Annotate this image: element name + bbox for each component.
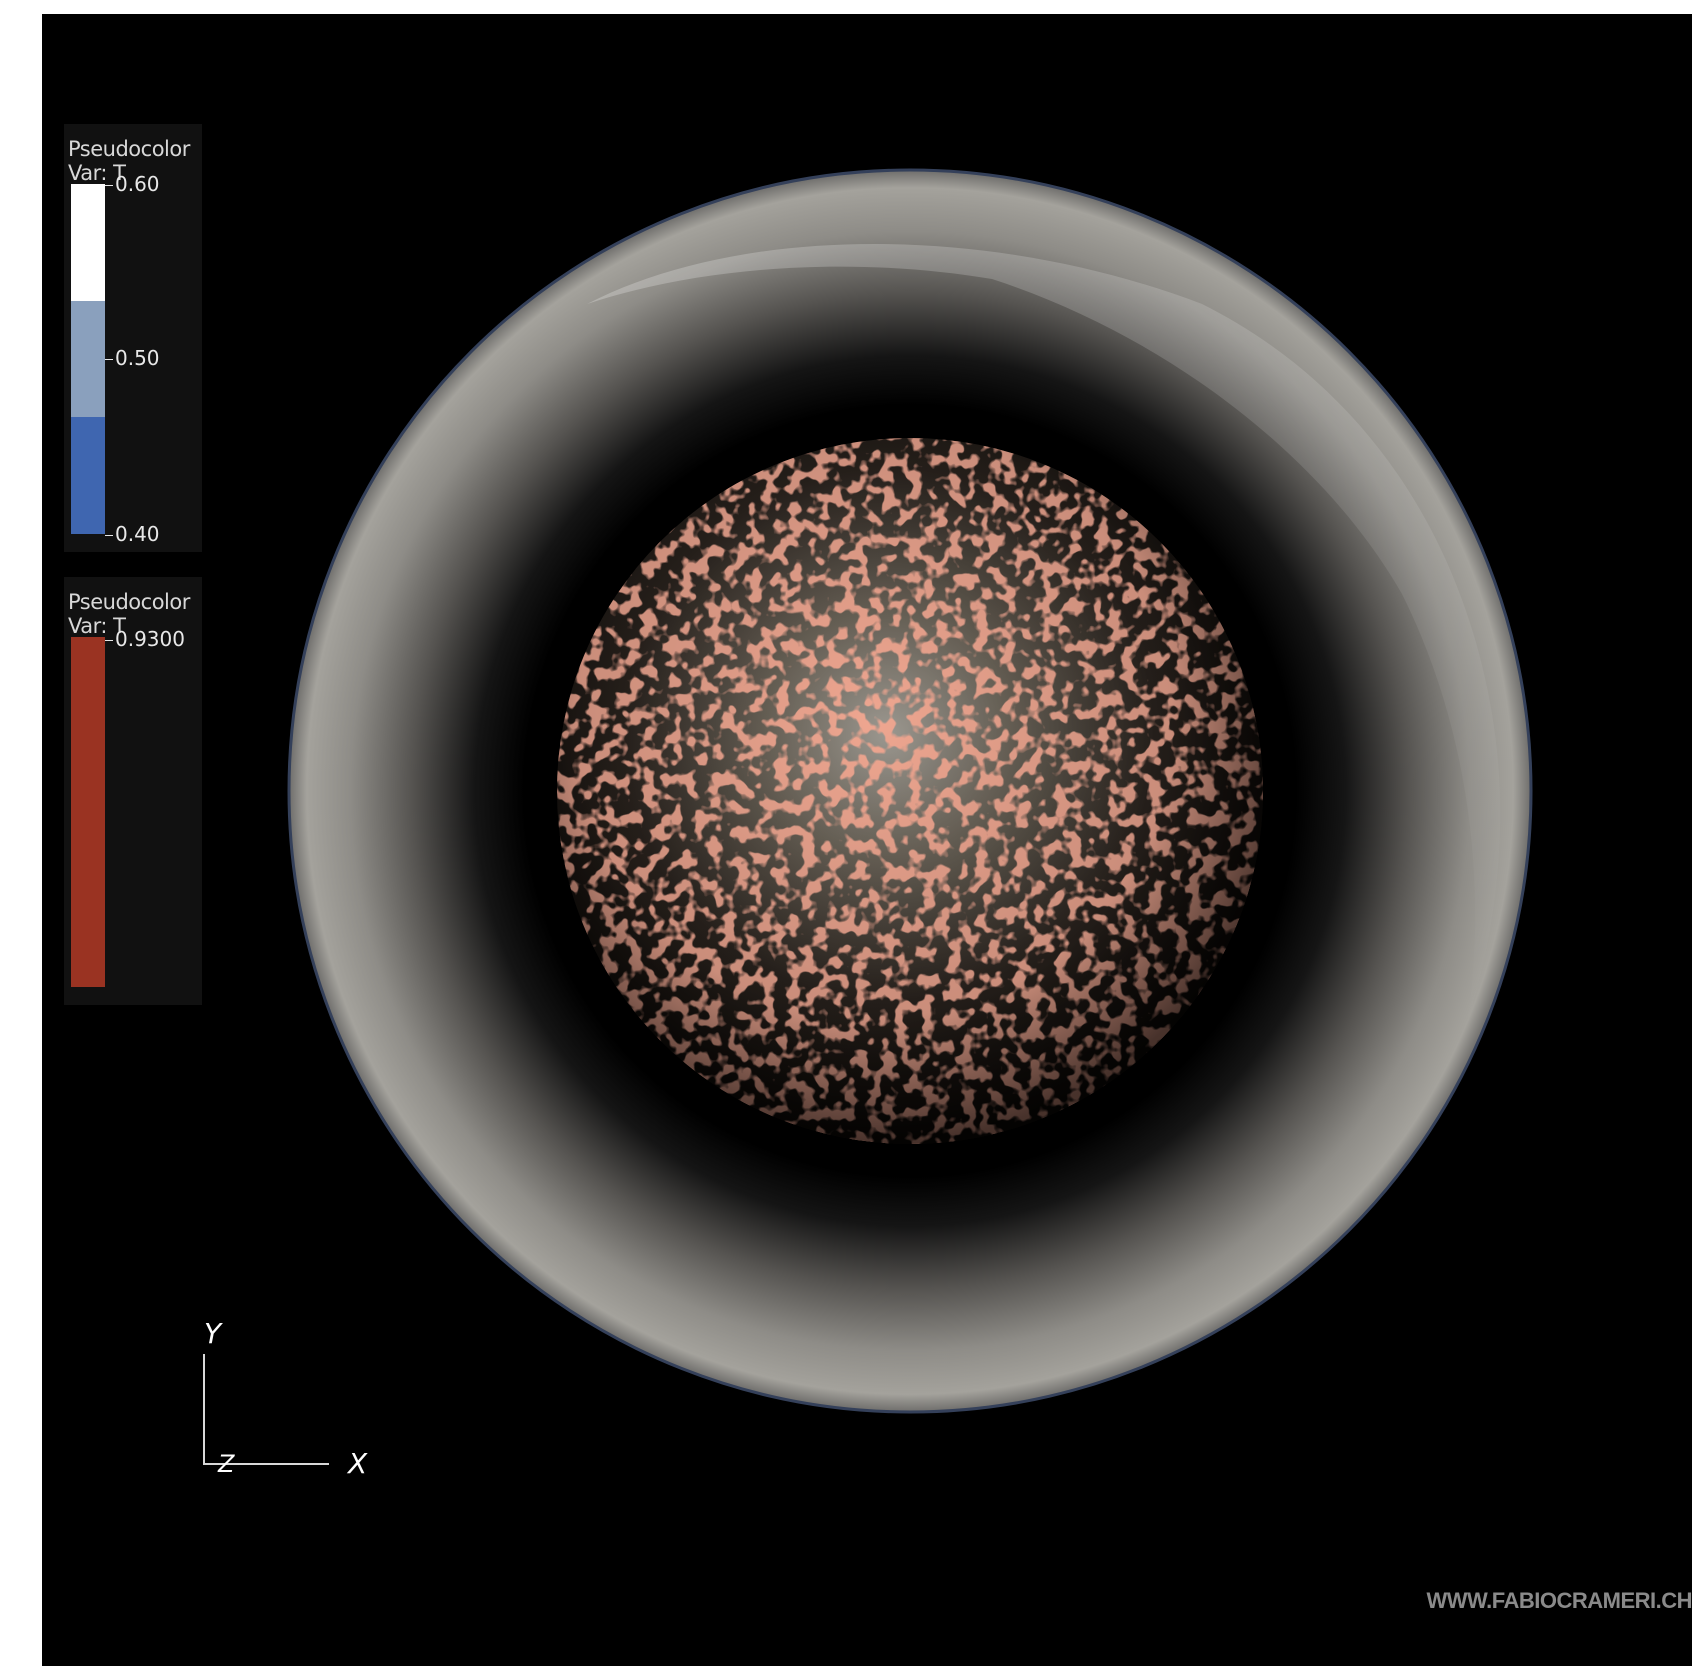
colorbar-tick-max: 0.60 xyxy=(105,174,160,194)
shell-rim xyxy=(287,168,1533,1414)
colorbar-tick-mid: 0.50 xyxy=(105,348,160,368)
colorbar xyxy=(71,637,105,987)
legend-title: Pseudocolor xyxy=(68,137,190,161)
colorbar-segment-single xyxy=(71,637,105,987)
core-shade xyxy=(557,438,1263,1144)
colorbar-segment-low xyxy=(71,417,105,534)
colorbar-segment-mid xyxy=(71,301,105,417)
legend-title: Pseudocolor xyxy=(68,590,190,614)
watermark: WWW.FABIOCRAMERI.CH xyxy=(1426,1588,1692,1613)
render-viewport: Pseudocolor Var: T 0.60 0.50 0.40 Pseudo… xyxy=(42,14,1692,1666)
axis-label-y: Y xyxy=(204,1317,222,1350)
axis-line-x xyxy=(203,1463,329,1465)
axis-label-z: Z xyxy=(218,1450,235,1478)
axis-label-x: X xyxy=(348,1447,368,1480)
colorbar-legend-temperature: Pseudocolor Var: T 0.60 0.50 0.40 xyxy=(64,124,202,552)
colorbar-legend-isosurface: Pseudocolor Var: T 0.9300 xyxy=(64,577,202,1005)
colorbar xyxy=(71,184,105,534)
colorbar-segment-high xyxy=(71,184,105,301)
colorbar-tick-min: 0.40 xyxy=(105,524,160,544)
colorbar-tick-value: 0.9300 xyxy=(105,629,185,649)
axis-line-y xyxy=(203,1354,205,1464)
planet-render xyxy=(287,168,1533,1414)
